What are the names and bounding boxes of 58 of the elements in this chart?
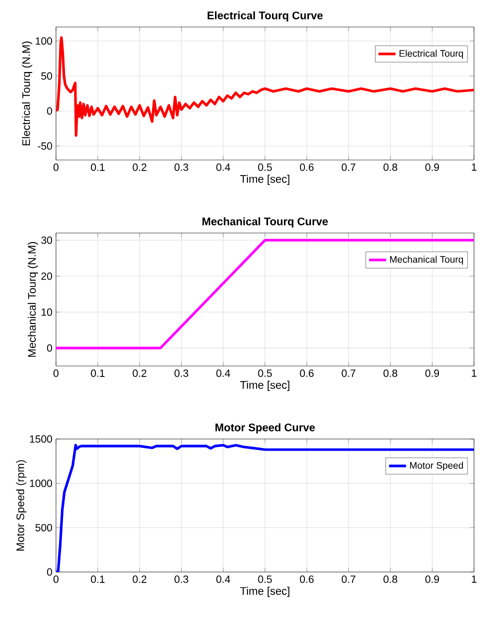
legend-label: Mechanical Tourq xyxy=(390,256,463,265)
x-tick-label: 0.6 xyxy=(300,576,314,583)
x-tick-label: 1 xyxy=(472,370,476,377)
x-tick-label: 0.3 xyxy=(174,164,188,171)
x-tick-label: 0.9 xyxy=(425,576,439,583)
x-tick-label: 0.3 xyxy=(174,576,188,583)
x-tick-label: 0.9 xyxy=(425,370,439,377)
y-tick-label: -50 xyxy=(38,142,52,150)
legend-label: Electrical Tourq xyxy=(400,50,463,59)
x-tick-label: 0.2 xyxy=(132,576,146,583)
x-tick-label: 0.2 xyxy=(132,370,146,377)
y-tick-label: 10 xyxy=(42,308,52,316)
x-tick-label: 0.4 xyxy=(216,164,230,171)
y-axis-title: Mechanical Tourq (N.M) xyxy=(28,242,38,357)
x-tick-label: 0.7 xyxy=(342,164,356,171)
y-tick-label: 0 xyxy=(47,568,52,576)
x-tick-label: 1 xyxy=(472,164,476,171)
y-axis-title: Electrical Tourq (N.M) xyxy=(22,42,32,146)
x-tick-label: 0 xyxy=(53,370,58,377)
x-tick-label: 0.7 xyxy=(342,370,356,377)
y-tick-label: 30 xyxy=(41,236,52,244)
y-tick-label: 1500 xyxy=(30,435,52,443)
x-tick-label: 0.3 xyxy=(174,370,188,377)
y-tick-label: 0 xyxy=(47,107,52,115)
y-tick-label: 500 xyxy=(35,524,52,532)
chart-title: Electrical Tourq Curve xyxy=(208,11,323,22)
y-tick-label: 0 xyxy=(47,344,52,352)
x-tick-label: 0.6 xyxy=(300,370,314,377)
x-axis-title: Time [sec] xyxy=(240,380,290,391)
x-tick-label: 0.8 xyxy=(384,370,398,377)
y-tick-label: 1000 xyxy=(30,480,52,488)
x-tick-label: 0.1 xyxy=(90,576,105,583)
x-tick-label: 0.8 xyxy=(384,576,398,583)
y-tick-label: 20 xyxy=(41,272,52,280)
y-tick-label: 50 xyxy=(41,72,52,80)
y-axis-title: Motor Speed (rpm) xyxy=(16,460,26,551)
x-tick-label: 0.4 xyxy=(216,370,230,377)
x-tick-label: 0.5 xyxy=(258,576,272,583)
y-tick-label: 100 xyxy=(36,37,52,45)
legend-label: Motor Speed xyxy=(410,462,463,471)
x-tick-label: 0.5 xyxy=(258,164,272,171)
chart-title: Mechanical Tourq Curve xyxy=(202,217,328,228)
x-tick-label: 0.9 xyxy=(425,164,439,171)
x-tick-label: 0 xyxy=(53,576,58,583)
x-tick-label: 0.8 xyxy=(384,164,398,171)
x-tick-label: 0.6 xyxy=(300,164,314,171)
x-tick-label: 0.1 xyxy=(90,164,105,171)
x-tick-label: 0.2 xyxy=(132,164,146,171)
x-tick-label: 0.1 xyxy=(90,370,105,377)
x-tick-label: 0.7 xyxy=(342,576,356,583)
line-series xyxy=(56,36,474,137)
x-axis-title: Time [sec] xyxy=(240,586,290,597)
x-tick-label: 0 xyxy=(53,164,58,171)
x-tick-label: 0.5 xyxy=(258,370,272,377)
x-tick-label: 0.4 xyxy=(216,576,230,583)
x-axis-title: Time [sec] xyxy=(240,174,290,185)
x-tick-label: 1 xyxy=(472,576,476,583)
chart-title: Motor Speed Curve xyxy=(216,423,315,434)
